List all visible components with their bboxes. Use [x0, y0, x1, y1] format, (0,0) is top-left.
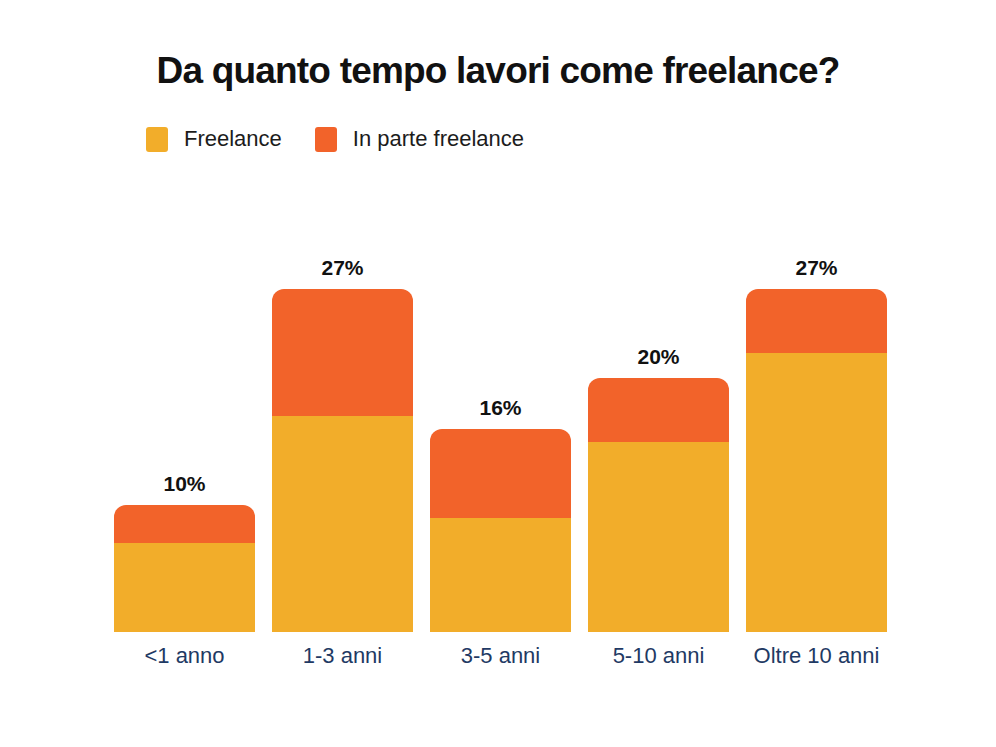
bar-group: 27% Oltre 10 anni: [746, 256, 887, 632]
bar-segment-freelance: [430, 518, 571, 632]
bar-segment-freelance: [746, 353, 887, 632]
plot-area: 10% <1 anno 27% 1-3 anni 16% 3-5 anni 20…: [114, 256, 887, 632]
chart-card: Da quanto tempo lavori come freelance? F…: [0, 0, 996, 747]
stacked-bar: [272, 289, 413, 632]
bar-group: 10% <1 anno: [114, 472, 255, 632]
legend-label-in-parte-freelance: In parte freelance: [353, 126, 524, 152]
bar-total-label: 27%: [795, 256, 837, 280]
bar-segment-in-parte-freelance: [746, 289, 887, 353]
bar-segment-in-parte-freelance: [430, 429, 571, 518]
stacked-bar: [588, 378, 729, 632]
bar-segment-freelance: [114, 543, 255, 632]
bar-total-label: 20%: [637, 345, 679, 369]
legend-item-in-parte-freelance: In parte freelance: [315, 126, 524, 152]
chart-title: Da quanto tempo lavori come freelance?: [0, 50, 996, 92]
bar-segment-in-parte-freelance: [588, 378, 729, 442]
legend-swatch-in-parte-freelance-icon: [315, 127, 337, 152]
stacked-bar: [114, 505, 255, 632]
x-axis-category-label: <1 anno: [144, 643, 224, 669]
bar-segment-freelance: [588, 442, 729, 633]
legend-label-freelance: Freelance: [184, 126, 282, 152]
legend: Freelance In parte freelance: [146, 126, 524, 152]
bar-group: 16% 3-5 anni: [430, 396, 571, 632]
bar-group: 20% 5-10 anni: [588, 345, 729, 632]
x-axis-category-label: 5-10 anni: [613, 643, 705, 669]
x-axis-category-label: 3-5 anni: [461, 643, 541, 669]
bar-group: 27% 1-3 anni: [272, 256, 413, 632]
legend-item-freelance: Freelance: [146, 126, 282, 152]
bar-total-label: 27%: [321, 256, 363, 280]
bar-segment-in-parte-freelance: [114, 505, 255, 543]
bar-total-label: 16%: [479, 396, 521, 420]
x-axis-category-label: 1-3 anni: [303, 643, 383, 669]
x-axis-category-label: Oltre 10 anni: [754, 643, 880, 669]
legend-swatch-freelance-icon: [146, 127, 168, 152]
stacked-bar: [430, 429, 571, 632]
bar-segment-in-parte-freelance: [272, 289, 413, 416]
stacked-bar: [746, 289, 887, 632]
bar-total-label: 10%: [163, 472, 205, 496]
bar-segment-freelance: [272, 416, 413, 632]
